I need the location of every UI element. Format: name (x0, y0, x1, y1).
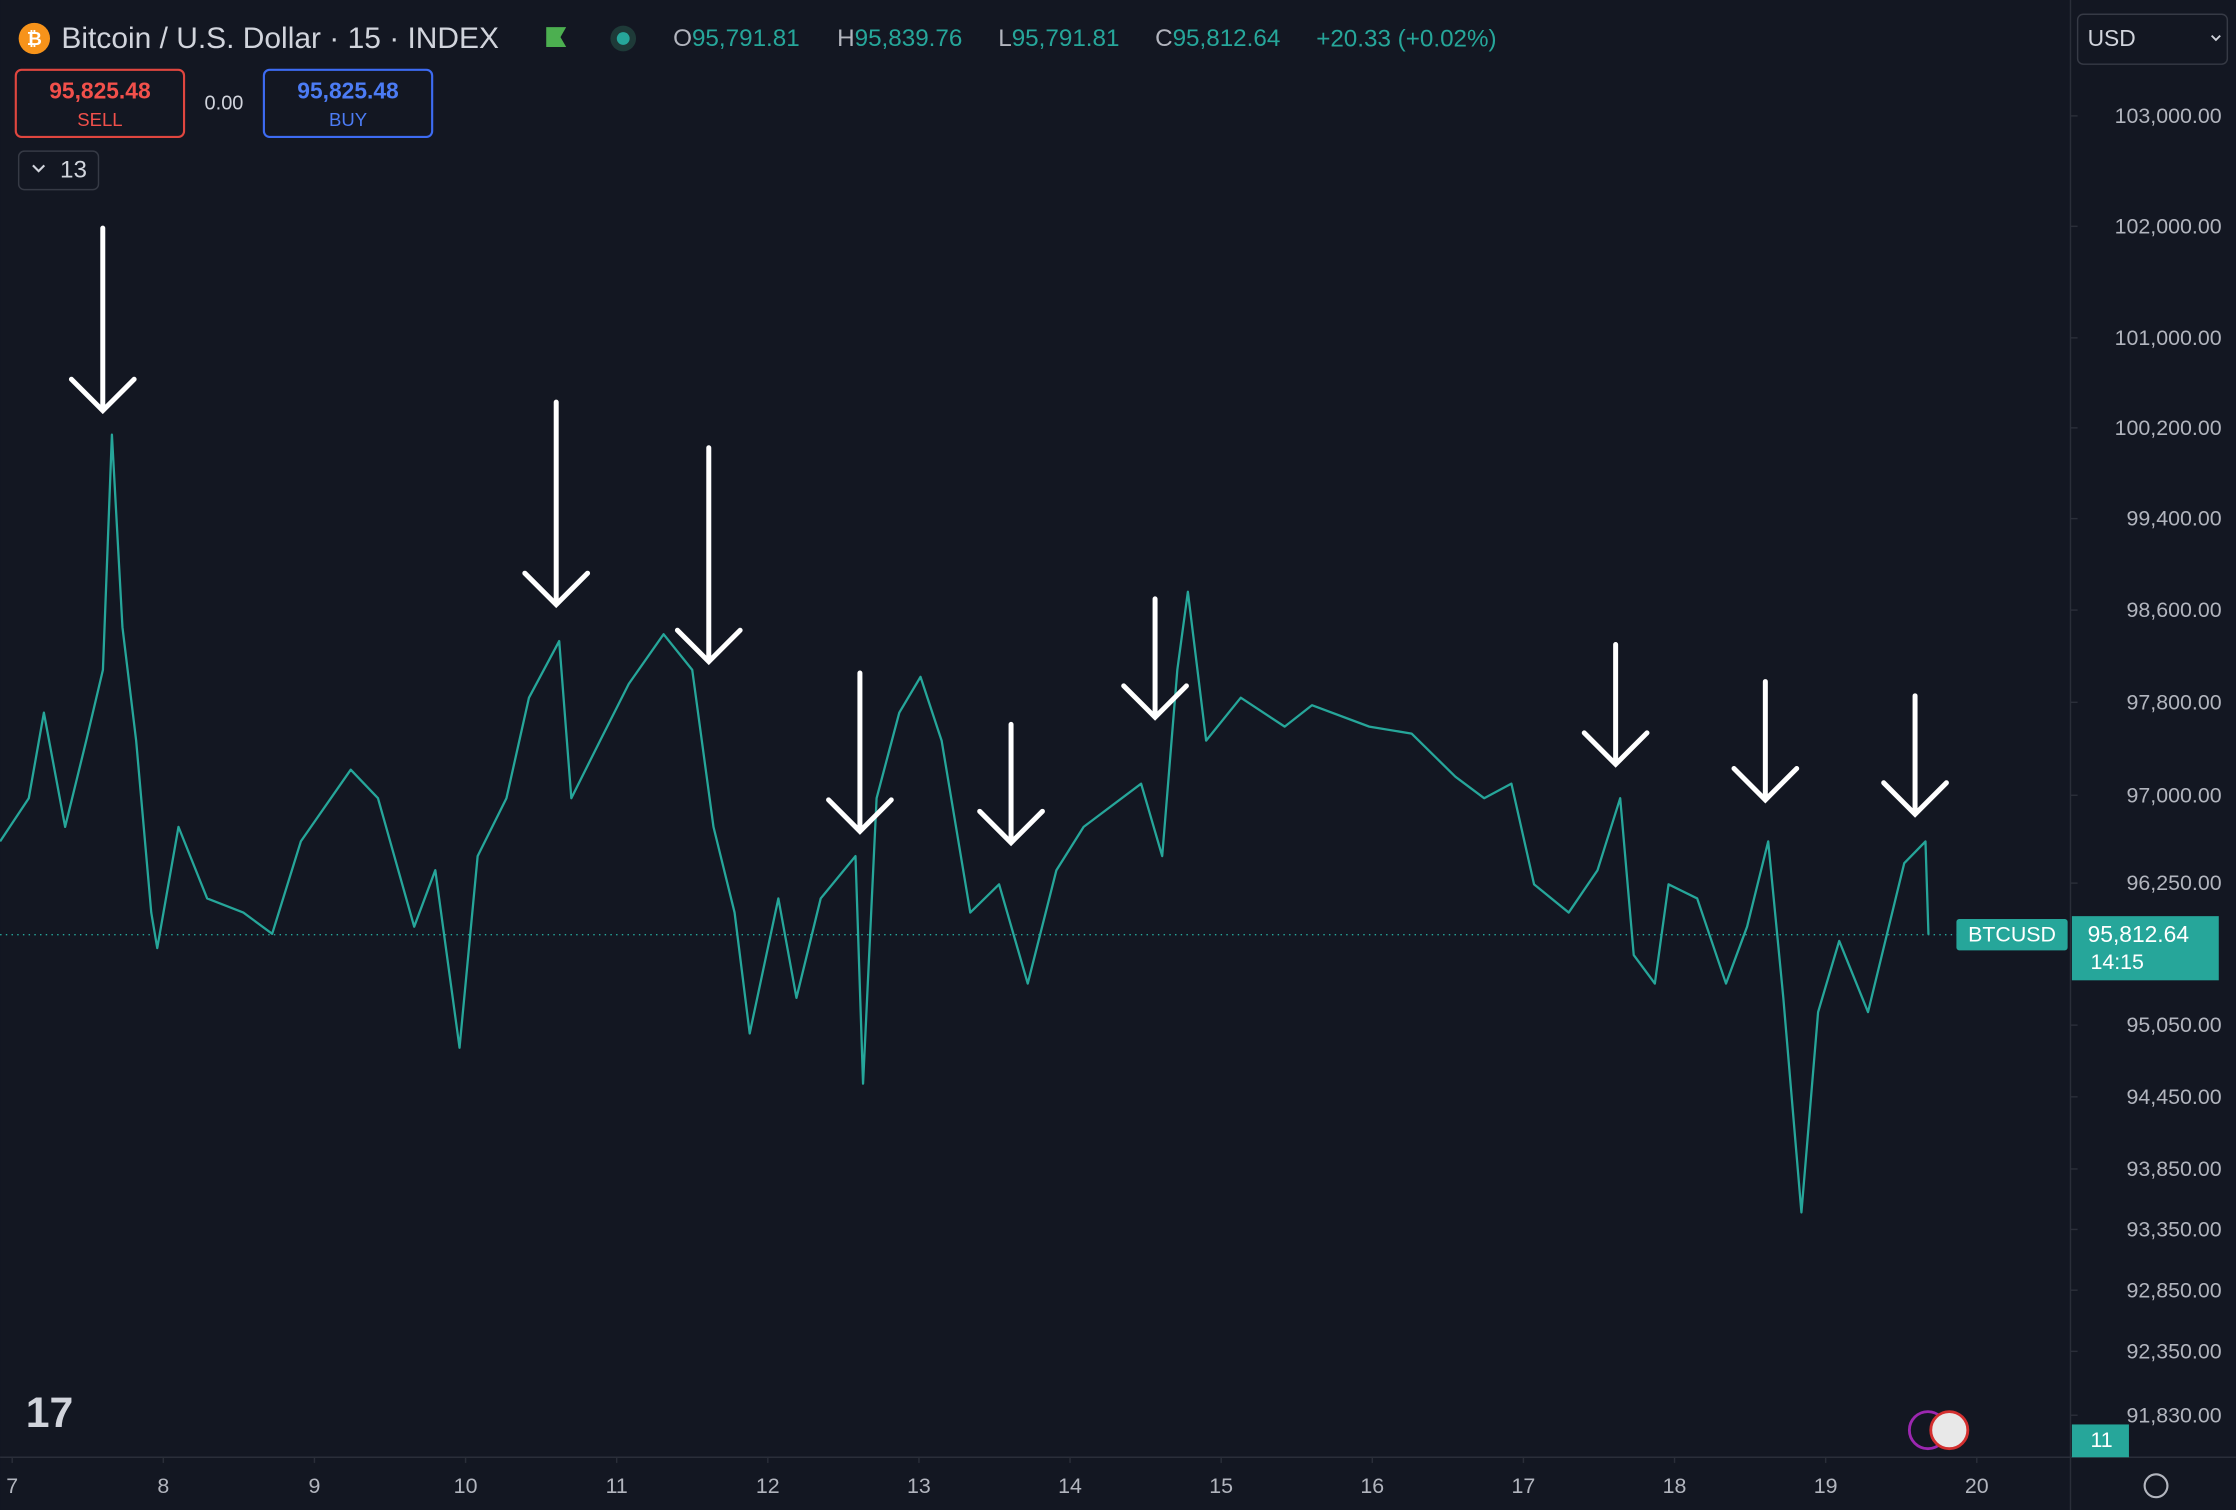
x-tick-label: 12 (756, 1474, 780, 1498)
annotation-arrow (522, 399, 591, 609)
currency[interactable]: USD (2088, 25, 2136, 51)
x-tick-label: 7 (6, 1474, 18, 1498)
ohlc-close: C95,812.64 (1155, 25, 1280, 52)
flag-event-icon[interactable] (1929, 1410, 1970, 1451)
indicators-count[interactable]: 13 (60, 157, 87, 184)
tv-logo[interactable]: 17 (26, 1389, 74, 1437)
indicators-toggle[interactable] (17, 150, 100, 191)
y-tick-label: 92,850.00 (2127, 1278, 2222, 1302)
change: +20.33 (+0.02%) (1316, 25, 1496, 52)
currency-select[interactable] (2076, 13, 2229, 65)
y-tick-label: 97,000.00 (2127, 783, 2222, 807)
volume-label-box (2071, 1424, 2129, 1458)
annotation-arrow (68, 225, 137, 415)
symbol-tag-text: BTCUSD (1968, 923, 2056, 947)
y-tick-label: 98,600.00 (2127, 598, 2222, 622)
x-tick-label: 16 (1360, 1474, 1384, 1498)
symbol-title: Bitcoin / U.S. Dollar · 15 · INDEX (61, 22, 499, 55)
symbol-tag (1956, 918, 2068, 951)
ohlc-open: O95,791.81 (673, 25, 800, 52)
ohlc-key: H (837, 25, 855, 52)
annotation-arrow (1881, 693, 1949, 818)
x-tick-label: 14 (1058, 1474, 1082, 1498)
bitcoin-icon-glyph: ₿ (27, 28, 42, 49)
plot: 103,000.00 102,000.00 101,000.00 100,200.00… (0, 104, 2222, 1498)
annotation-arrow (977, 721, 1045, 847)
annotation-arrow (1121, 596, 1189, 721)
buy-label[interactable]: BUY (329, 109, 367, 130)
y-tick-label: 92,350.00 (2127, 1339, 2222, 1363)
x-tick-label: 15 (1209, 1474, 1233, 1498)
x-tick-label: 11 (606, 1474, 628, 1498)
y-tick-label: 94,450.00 (2127, 1085, 2222, 1109)
status-dot (616, 32, 630, 45)
y-tick-label: 103,000.00 (2115, 104, 2222, 128)
y-tick-label: 101,000.00 (2115, 326, 2222, 350)
y-tick-label: 99,400.00 (2127, 507, 2222, 531)
ohlc-key: C (1155, 25, 1173, 52)
dropdown-icon (2210, 34, 2221, 42)
buy-price[interactable]: 95,825.48 (297, 78, 398, 104)
ohlc-key: L (998, 25, 1011, 52)
price-tag-value: 95,812.64 (2088, 921, 2190, 947)
x-tick-label: 13 (907, 1474, 931, 1498)
ohlc-value: 95,791.81 (1012, 25, 1120, 52)
sell-price[interactable]: 95,825.48 (49, 78, 150, 104)
y-tick-label: 100,200.00 (2115, 416, 2222, 440)
x-tick-label: 18 (1663, 1474, 1687, 1498)
annotation-arrow (674, 445, 743, 666)
y-tick-label: 91,830.00 (2127, 1403, 2222, 1427)
x-tick-label: 8 (157, 1474, 169, 1498)
chevron-icon (32, 164, 46, 173)
spread: 0.00 (205, 92, 244, 114)
annotation-arrow (1581, 641, 1650, 768)
ohlc-high: H95,839.76 (837, 25, 962, 52)
ohlc-low: L95,791.81 (998, 25, 1119, 52)
ohlc-value: 95,812.64 (1173, 25, 1281, 52)
annotation-arrow (826, 670, 894, 835)
x-tick-label: 9 (309, 1474, 321, 1498)
annotation-arrow (1731, 679, 1800, 804)
price-tag (2071, 916, 2219, 981)
settings-icon[interactable] (2143, 1473, 2169, 1499)
price-tag-countdown: 14:15 (2090, 950, 2144, 974)
volume-label: 11 (2090, 1428, 2112, 1452)
y-tick-label: 96,250.00 (2127, 871, 2222, 895)
x-tick-label: 17 (1512, 1474, 1536, 1498)
x-tick-label: 19 (1814, 1474, 1838, 1498)
y-tick-label: 93,350.00 (2127, 1217, 2222, 1241)
x-tick-label: 10 (454, 1474, 478, 1498)
price-line (0, 433, 1930, 1214)
sell-label[interactable]: SELL (77, 109, 122, 130)
y-tick-label: 102,000.00 (2115, 214, 2222, 238)
flag-icon (546, 27, 567, 48)
y-tick-label: 95,050.00 (2127, 1013, 2222, 1037)
ohlc-value: 95,791.81 (692, 25, 800, 52)
buy-button[interactable] (262, 68, 434, 138)
bitcoin-icon (18, 22, 51, 55)
y-tick-label: 93,850.00 (2127, 1157, 2222, 1181)
ohlc-value: 95,839.76 (855, 25, 963, 52)
y-tick-label: 97,800.00 (2127, 690, 2222, 714)
overlay: ₿ Bitcoin / U.S. Dollar · 15 · INDEX O95… (14, 13, 2229, 1499)
ohlc-key: O (673, 25, 692, 52)
sell-button[interactable] (14, 68, 186, 138)
x-tick-label: 20 (1965, 1474, 1989, 1498)
